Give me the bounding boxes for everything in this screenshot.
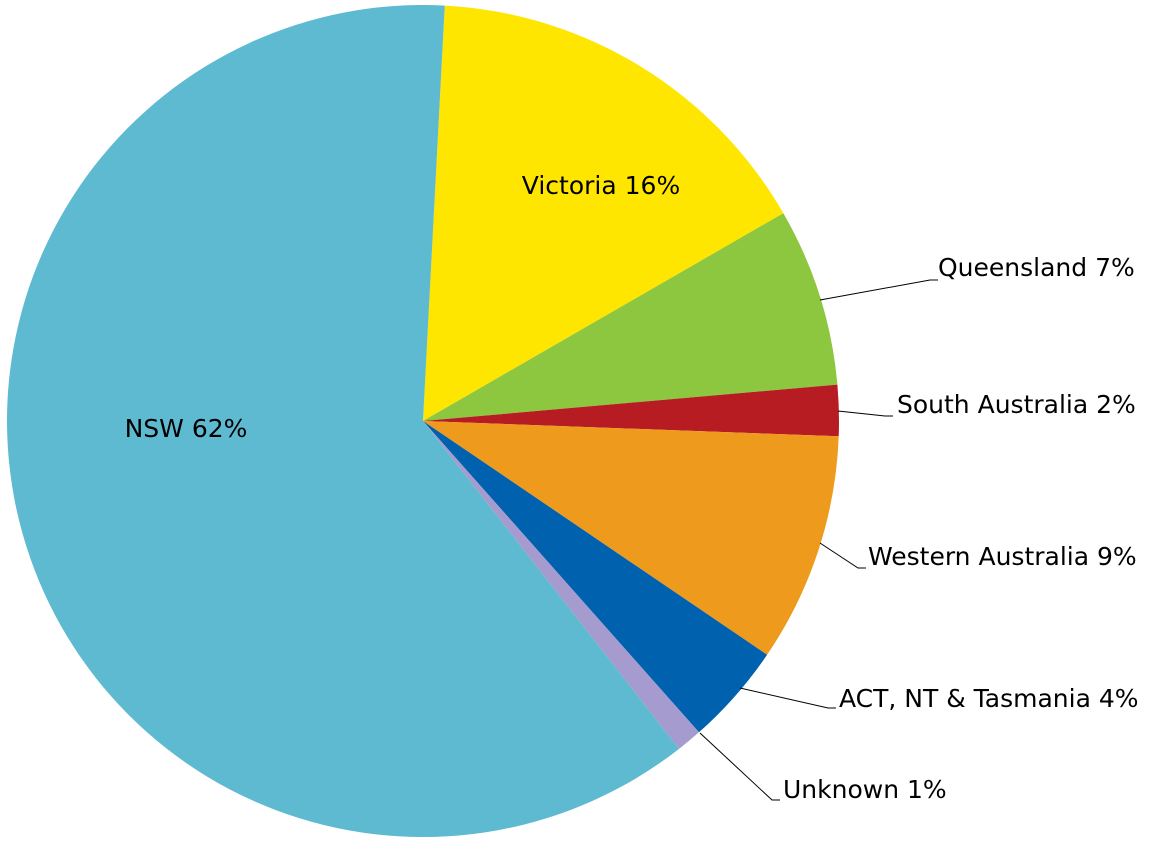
- slice-act-nt-tasmania: [423, 421, 768, 733]
- slice-queensland: [423, 213, 838, 421]
- leader-line-act-nt-tasmania: [739, 687, 836, 709]
- label-victoria: Victoria 16%: [522, 171, 680, 200]
- label-queensland: Queensland 7%: [938, 253, 1135, 282]
- label-south-australia: South Australia 2%: [897, 390, 1136, 419]
- leader-lines: [699, 279, 938, 801]
- label-act-nt-tasmania: ACT, NT & Tasmania 4%: [839, 684, 1139, 713]
- slice-south-australia: [423, 384, 839, 437]
- slice-labels: Victoria 16% Queensland 7% South Austral…: [125, 171, 1139, 804]
- slice-unknown: [423, 421, 699, 749]
- leader-line-south-australia: [837, 410, 893, 417]
- slice-victoria: [423, 5, 784, 421]
- label-western-australia: Western Australia 9%: [868, 542, 1137, 571]
- label-unknown: Unknown 1%: [783, 775, 947, 804]
- leader-line-western-australia: [819, 542, 866, 569]
- pie-slices: [7, 5, 839, 838]
- slice-nsw: [7, 5, 680, 838]
- leader-line-unknown: [699, 732, 780, 801]
- leader-line-queensland: [819, 279, 938, 301]
- label-nsw: NSW 62%: [125, 414, 248, 443]
- slice-western-australia: [423, 421, 839, 655]
